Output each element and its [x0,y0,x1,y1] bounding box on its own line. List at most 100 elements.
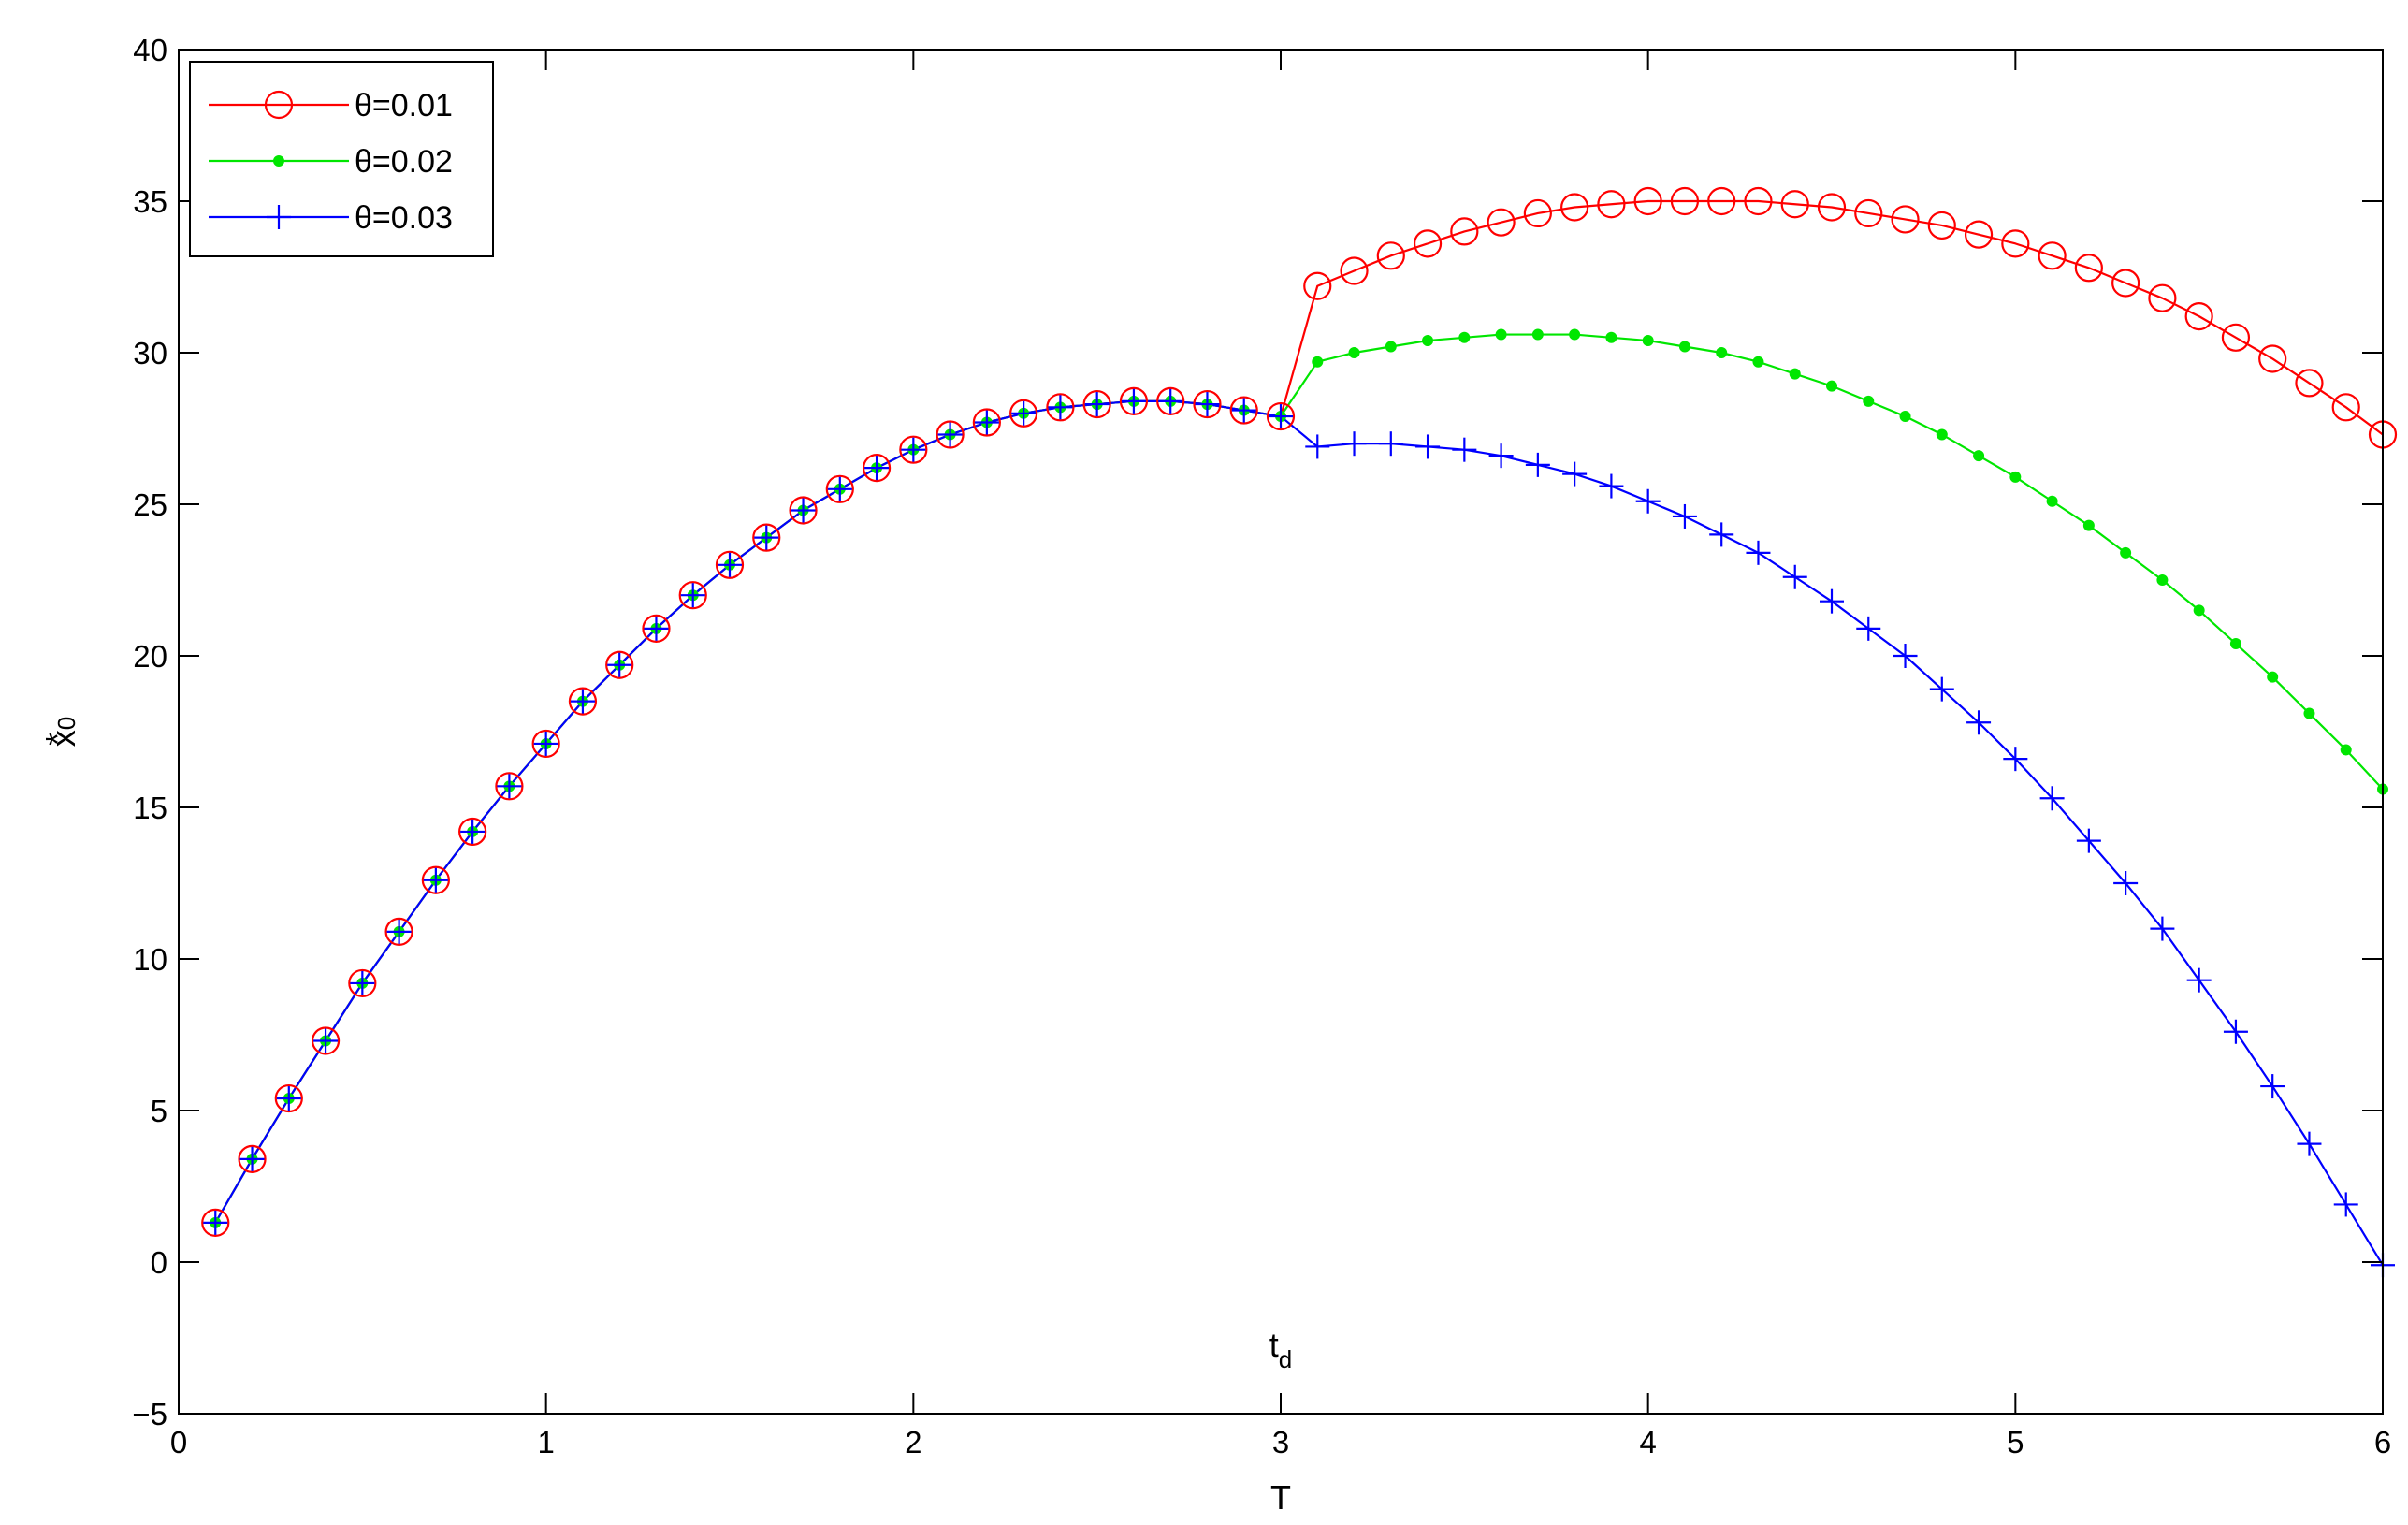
data-point [1635,488,1661,514]
data-point [2258,344,2287,373]
data-point [1458,331,1471,343]
td-annotation: td [1269,1326,1292,1373]
data-point [1899,411,1911,423]
data-point [1973,450,1985,462]
data-point [1782,564,1807,589]
data-point [1936,428,1948,441]
data-point [678,581,707,610]
data-point [570,689,595,714]
data-point [1269,404,1293,429]
data-point [2333,1192,2358,1217]
series-3 [214,399,2384,1266]
data-point [1385,341,1397,353]
data-point [1119,386,1149,415]
data-point [1450,217,1479,246]
data-point [2150,916,2175,941]
y-tick-label: 25 [133,487,167,522]
data-point [267,205,291,229]
data-point [1156,386,1185,415]
y-tick-label: 40 [133,33,167,67]
y-tick-label: 20 [133,639,167,674]
data-point [273,155,284,167]
data-point [2038,241,2067,270]
data-point [1752,356,1764,368]
data-point [862,454,892,483]
data-point [1488,443,1514,469]
legend-label: θ=0.01 [355,88,453,123]
data-point [1560,193,1589,222]
legend-label: θ=0.03 [355,200,453,236]
data-point [901,437,926,462]
data-point [348,968,377,998]
data-point [2331,393,2360,422]
plot-series [201,186,2398,1278]
data-point [1523,198,1552,228]
data-point [1746,540,1771,565]
data-point [899,435,928,464]
data-point [791,498,816,523]
y-axis-title-superscript: * [38,733,77,746]
data-point [239,1146,265,1171]
x-tick-label: 5 [2007,1425,2024,1460]
data-point [2148,283,2177,312]
data-point [1744,186,1773,216]
data-point [313,1028,339,1053]
data-point [789,496,818,525]
x-tick-label: 2 [905,1425,921,1460]
data-point [1229,396,1258,425]
data-point [1195,392,1220,417]
data-point [1378,431,1403,457]
data-point [1820,588,1844,614]
data-point [1780,190,1809,219]
data-point [2186,967,2212,993]
data-point [2184,302,2213,331]
data-point [1562,461,1588,487]
data-point [1642,335,1654,347]
data-point [715,550,745,579]
data-point [1413,229,1443,258]
data-point [276,1086,301,1111]
data-point [2297,1131,2322,1156]
data-point [1231,398,1256,423]
data-point [311,1026,341,1055]
data-point [531,729,560,759]
y-tick-label: 30 [133,336,167,370]
data-point [2260,1074,2285,1099]
data-point [1011,400,1037,426]
data-point [495,772,524,801]
legend-entry: θ=0.03 [209,200,453,236]
data-point [458,817,487,847]
data-point [1121,388,1146,414]
data-point [2111,269,2140,298]
y-tick-label: −5 [132,1397,167,1431]
data-point [1376,241,1405,270]
legend: θ=0.01 θ=0.02 θ=0.03 [189,61,494,257]
series-3-markers [203,388,2395,1278]
data-point [1605,331,1617,343]
data-point [1789,368,1801,380]
data-point [2340,744,2352,756]
data-point [1672,503,1697,529]
data-point [972,408,1001,437]
x-tick-label: 1 [537,1425,554,1460]
data-point [864,456,890,481]
data-point [936,420,965,449]
data-point [1929,676,1954,702]
y-tick-label: 10 [133,942,167,977]
data-point [605,650,634,679]
data-point [2003,747,2028,772]
series-1-markers [201,186,2398,1237]
data-point [1856,616,1881,641]
y-tick-label: 0 [151,1245,167,1280]
data-point [421,865,450,894]
x-tick-label: 6 [2374,1425,2391,1460]
data-point [1009,399,1038,428]
data-point [1046,393,1075,422]
y-tick-label: 15 [133,791,167,825]
data-point [1342,431,1367,457]
data-point [2193,604,2205,617]
data-point [568,687,598,716]
data-point [2082,519,2095,531]
